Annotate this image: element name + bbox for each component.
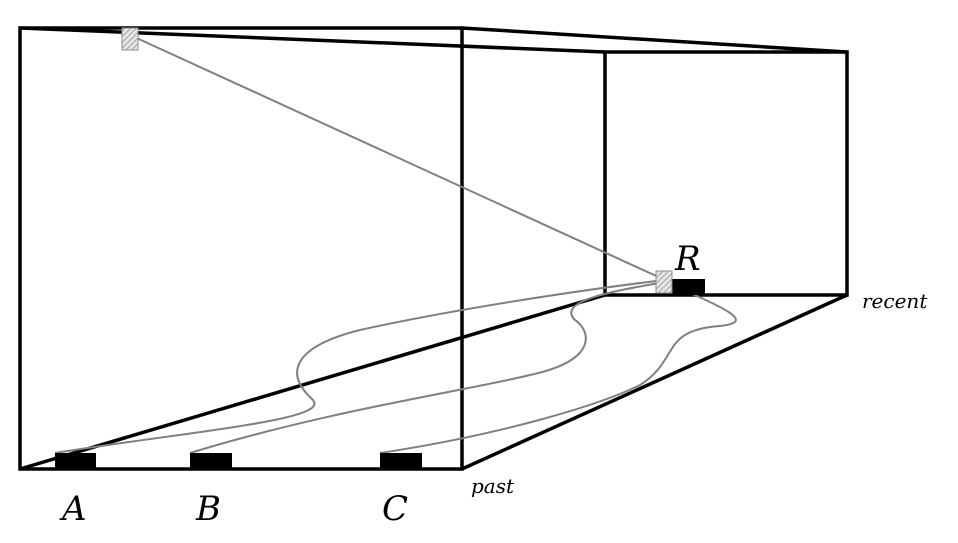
recent-frame <box>603 50 849 297</box>
event-marker-a <box>55 453 96 469</box>
hatched-marker-top <box>121 27 139 51</box>
path-from-a <box>54 279 666 454</box>
event-marker-c <box>380 453 422 469</box>
projection-line <box>129 34 666 281</box>
path-from-b <box>189 281 666 454</box>
label-b: B <box>195 489 221 529</box>
event-marker-b <box>190 453 232 469</box>
hatched-marker-r <box>655 270 673 294</box>
top-right-edge <box>461 26 848 54</box>
label-recent: recent <box>862 289 928 313</box>
label-a: A <box>59 489 87 529</box>
top-left-edge <box>19 26 606 54</box>
bottom-left-edge <box>19 293 606 471</box>
label-r: R <box>674 239 701 279</box>
label-c: C <box>382 489 408 529</box>
label-past: past <box>471 474 515 498</box>
path-from-c <box>379 281 737 454</box>
past-frame <box>18 26 464 471</box>
event-marker-r <box>664 279 705 295</box>
bottom-right-edge <box>461 293 848 471</box>
